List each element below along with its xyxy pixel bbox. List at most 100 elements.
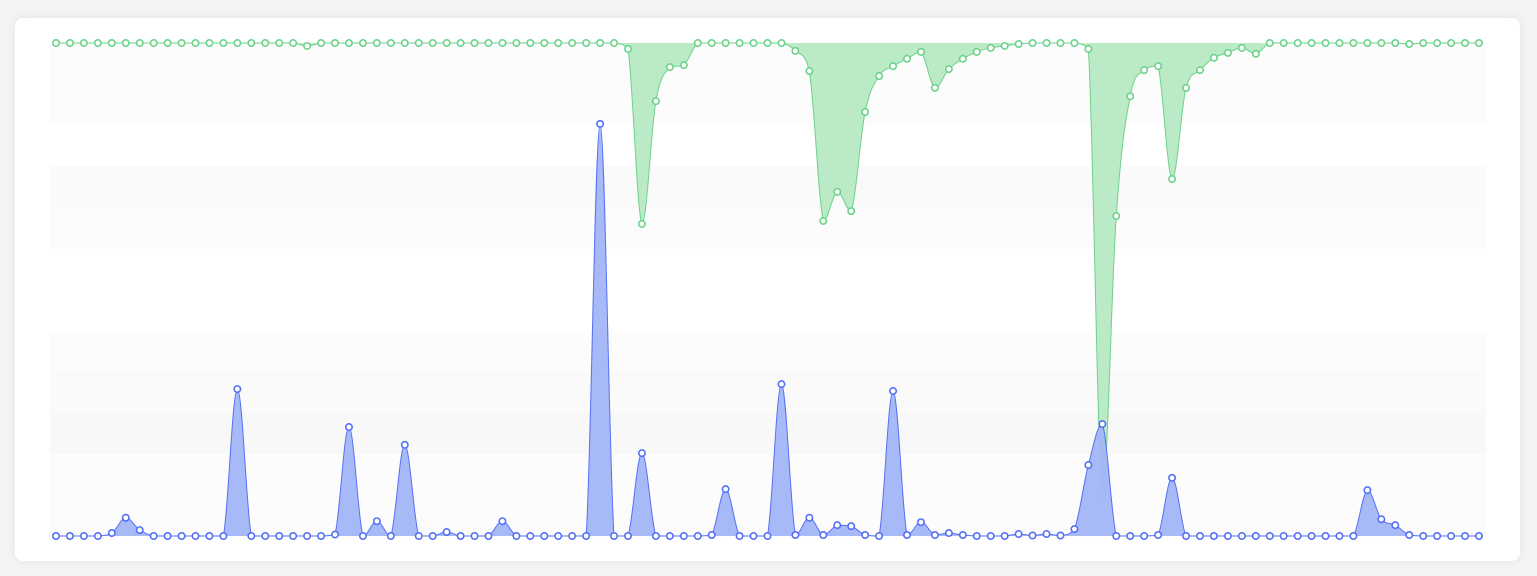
data-point[interactable] bbox=[791, 46, 800, 55]
data-point[interactable] bbox=[1028, 38, 1037, 47]
data-point[interactable] bbox=[442, 528, 451, 537]
data-point[interactable] bbox=[1405, 531, 1414, 540]
data-point[interactable] bbox=[219, 38, 228, 47]
data-point[interactable] bbox=[637, 219, 646, 228]
data-point[interactable] bbox=[596, 38, 605, 47]
data-point[interactable] bbox=[693, 38, 702, 47]
data-point[interactable] bbox=[1182, 531, 1191, 540]
data-point[interactable] bbox=[1042, 530, 1051, 539]
data-point[interactable] bbox=[777, 38, 786, 47]
data-point[interactable] bbox=[735, 38, 744, 47]
data-point[interactable] bbox=[1265, 38, 1274, 47]
data-point[interactable] bbox=[540, 531, 549, 540]
data-point[interactable] bbox=[1405, 39, 1414, 48]
data-point[interactable] bbox=[665, 531, 674, 540]
data-point[interactable] bbox=[498, 517, 507, 526]
data-point[interactable] bbox=[889, 62, 898, 71]
data-point[interactable] bbox=[442, 38, 451, 47]
data-point[interactable] bbox=[191, 38, 200, 47]
data-point[interactable] bbox=[512, 531, 521, 540]
data-point[interactable] bbox=[1447, 531, 1456, 540]
data-point[interactable] bbox=[1182, 83, 1191, 92]
data-point[interactable] bbox=[777, 380, 786, 389]
data-point[interactable] bbox=[1084, 461, 1093, 470]
data-point[interactable] bbox=[1168, 175, 1177, 184]
data-point[interactable] bbox=[121, 513, 130, 522]
data-point[interactable] bbox=[1223, 48, 1232, 57]
data-point[interactable] bbox=[386, 38, 395, 47]
data-point[interactable] bbox=[889, 387, 898, 396]
data-point[interactable] bbox=[247, 531, 256, 540]
data-point[interactable] bbox=[428, 531, 437, 540]
data-point[interactable] bbox=[1140, 531, 1149, 540]
data-point[interactable] bbox=[651, 531, 660, 540]
data-point[interactable] bbox=[1112, 531, 1121, 540]
data-point[interactable] bbox=[1237, 531, 1246, 540]
data-point[interactable] bbox=[916, 47, 925, 56]
data-point[interactable] bbox=[1140, 66, 1149, 75]
data-point[interactable] bbox=[1377, 38, 1386, 47]
data-point[interactable] bbox=[303, 531, 312, 540]
data-point[interactable] bbox=[149, 38, 158, 47]
data-point[interactable] bbox=[1000, 531, 1009, 540]
data-point[interactable] bbox=[428, 38, 437, 47]
data-point[interactable] bbox=[554, 38, 563, 47]
data-point[interactable] bbox=[1126, 92, 1135, 101]
data-point[interactable] bbox=[707, 531, 716, 540]
data-point[interactable] bbox=[163, 38, 172, 47]
data-point[interactable] bbox=[679, 531, 688, 540]
data-point[interactable] bbox=[763, 38, 772, 47]
data-point[interactable] bbox=[372, 38, 381, 47]
data-point[interactable] bbox=[358, 38, 367, 47]
data-point[interactable] bbox=[972, 47, 981, 56]
data-point[interactable] bbox=[1251, 531, 1260, 540]
data-point[interactable] bbox=[1014, 530, 1023, 539]
data-point[interactable] bbox=[1349, 531, 1358, 540]
data-point[interactable] bbox=[568, 38, 577, 47]
data-point[interactable] bbox=[819, 531, 828, 540]
data-point[interactable] bbox=[1251, 49, 1260, 58]
data-point[interactable] bbox=[1307, 38, 1316, 47]
data-point[interactable] bbox=[344, 423, 353, 432]
data-point[interactable] bbox=[512, 38, 521, 47]
data-point[interactable] bbox=[1447, 38, 1456, 47]
data-point[interactable] bbox=[861, 531, 870, 540]
data-point[interactable] bbox=[721, 485, 730, 494]
data-point[interactable] bbox=[679, 61, 688, 70]
data-point[interactable] bbox=[651, 97, 660, 106]
data-point[interactable] bbox=[875, 531, 884, 540]
data-point[interactable] bbox=[1070, 525, 1079, 534]
data-point[interactable] bbox=[1321, 531, 1330, 540]
data-point[interactable] bbox=[205, 531, 214, 540]
data-point[interactable] bbox=[833, 187, 842, 196]
data-point[interactable] bbox=[930, 83, 939, 92]
data-point[interactable] bbox=[163, 531, 172, 540]
data-point[interactable] bbox=[791, 531, 800, 540]
data-point[interactable] bbox=[456, 38, 465, 47]
data-point[interactable] bbox=[331, 38, 340, 47]
data-point[interactable] bbox=[317, 531, 326, 540]
data-point[interactable] bbox=[847, 207, 856, 216]
data-point[interactable] bbox=[177, 38, 186, 47]
data-point[interactable] bbox=[749, 38, 758, 47]
data-point[interactable] bbox=[470, 38, 479, 47]
data-point[interactable] bbox=[107, 38, 116, 47]
data-point[interactable] bbox=[1475, 38, 1484, 47]
data-point[interactable] bbox=[986, 43, 995, 52]
data-point[interactable] bbox=[972, 531, 981, 540]
data-point[interactable] bbox=[735, 531, 744, 540]
data-point[interactable] bbox=[1293, 38, 1302, 47]
data-point[interactable] bbox=[219, 531, 228, 540]
data-point[interactable] bbox=[1419, 531, 1428, 540]
data-point[interactable] bbox=[568, 531, 577, 540]
data-point[interactable] bbox=[1154, 62, 1163, 71]
data-point[interactable] bbox=[1391, 38, 1400, 47]
data-point[interactable] bbox=[958, 54, 967, 63]
data-point[interactable] bbox=[1363, 486, 1372, 495]
data-point[interactable] bbox=[1154, 531, 1163, 540]
data-point[interactable] bbox=[1321, 38, 1330, 47]
data-point[interactable] bbox=[289, 531, 298, 540]
data-point[interactable] bbox=[121, 38, 130, 47]
data-point[interactable] bbox=[1349, 38, 1358, 47]
data-point[interactable] bbox=[51, 531, 60, 540]
